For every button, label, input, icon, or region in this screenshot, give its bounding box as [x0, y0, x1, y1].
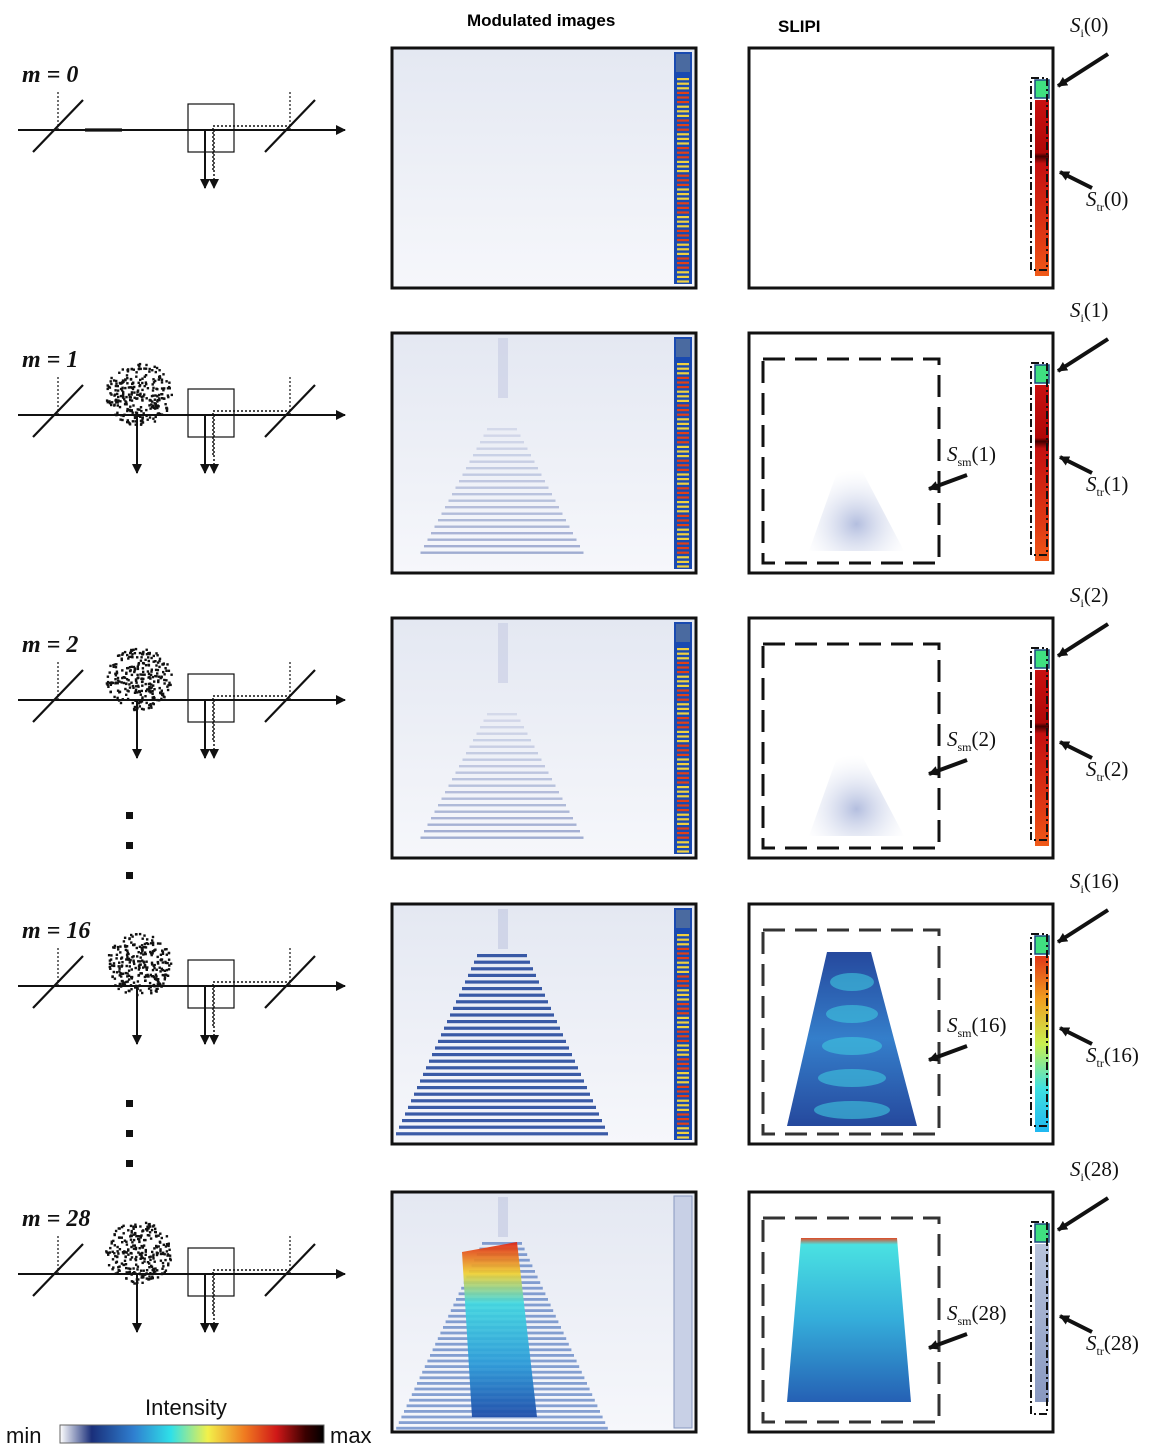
- modulated-image: [390, 46, 698, 290]
- row-m2: m = 2 Ssm(2) Si(2) Str(2): [18, 583, 1128, 860]
- m-label: m = 16: [22, 918, 90, 944]
- colorbar-gradient: [59, 1424, 325, 1444]
- row-m0: m = 0 Si(0) Str(0): [18, 13, 1128, 290]
- rows-layer: m = 0Si(0)Str(0)m = 1Ssm(1)Si(1)Str(1)m …: [18, 13, 1139, 1434]
- ellipsis-dots-2: [126, 1100, 133, 1167]
- ssm-label: Ssm(16): [947, 1013, 1007, 1040]
- slipi-image: Ssm(2): [747, 616, 1055, 860]
- schematic: [18, 362, 346, 474]
- row-m1: m = 1 Ssm(1) Si(1) Str(1): [18, 298, 1128, 575]
- slipi-image: Ssm(1): [747, 331, 1055, 575]
- ellipsis-dots-1: [126, 812, 133, 879]
- row-m16: m = 16 Ssm(16) Si(16) Str(16): [18, 869, 1139, 1146]
- m-label: m = 1: [22, 347, 78, 373]
- header-modulated-images: Modulated images: [467, 11, 615, 30]
- str-label: Str(0): [1086, 187, 1128, 214]
- slipi-image: Ssm(28): [747, 1190, 1055, 1434]
- m-label: m = 0: [22, 62, 78, 88]
- ssm-label: Ssm(28): [947, 1301, 1007, 1328]
- si-label: Si(28): [1070, 1157, 1119, 1184]
- m-label: m = 28: [22, 1206, 90, 1232]
- scattering-sample: [105, 362, 173, 426]
- si-label: Si(2): [1070, 583, 1108, 610]
- scattering-sample: [105, 647, 173, 712]
- ssm-label: Ssm(2): [947, 727, 996, 754]
- colorbar-max-label: max: [330, 1423, 372, 1448]
- modulated-image: [390, 616, 698, 860]
- m-label: m = 2: [22, 632, 78, 658]
- si-label: Si(16): [1070, 869, 1119, 896]
- str-label: Str(1): [1086, 472, 1128, 499]
- si-label: Si(1): [1070, 298, 1108, 325]
- scattering-sample: [105, 1221, 172, 1285]
- modulated-image: [390, 331, 698, 575]
- schematic: [18, 647, 346, 759]
- str-label: Str(2): [1086, 757, 1128, 784]
- modulated-image: [390, 902, 698, 1146]
- ssm-label: Ssm(1): [947, 442, 996, 469]
- si-label: Si(0): [1070, 13, 1108, 40]
- colorbar: Intensity min max: [6, 1395, 372, 1448]
- str-label: Str(16): [1086, 1043, 1139, 1070]
- schematic: [18, 92, 346, 189]
- slipi-image: [747, 46, 1055, 290]
- slipi-image: Ssm(16): [747, 902, 1055, 1146]
- schematic: [18, 932, 346, 1045]
- header-slipi: SLIPI: [778, 17, 821, 36]
- colorbar-min-label: min: [6, 1423, 41, 1448]
- modulated-image: [390, 1190, 698, 1434]
- row-m28: m = 28 Ssm(28) Si(28) Str(28): [18, 1157, 1139, 1434]
- str-label: Str(28): [1086, 1331, 1139, 1358]
- colorbar-title: Intensity: [145, 1395, 227, 1420]
- schematic: [18, 1221, 346, 1333]
